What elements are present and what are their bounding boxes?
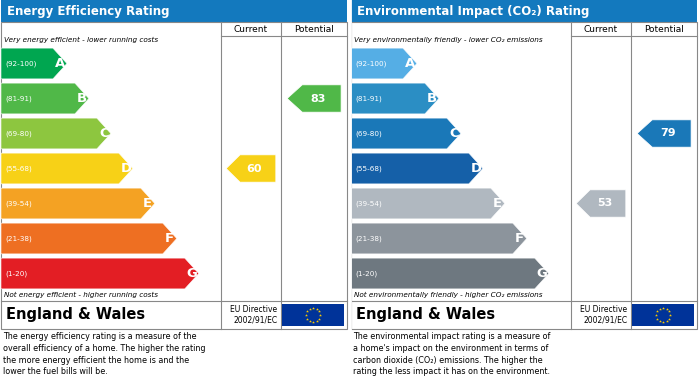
Text: (81-91): (81-91) (5, 95, 32, 102)
Text: (69-80): (69-80) (5, 130, 32, 137)
Text: England & Wales: England & Wales (6, 307, 145, 323)
Text: (39-54): (39-54) (5, 200, 32, 207)
Text: G: G (536, 267, 547, 280)
Polygon shape (1, 223, 177, 254)
Text: Not energy efficient - higher running costs: Not energy efficient - higher running co… (4, 292, 158, 298)
Text: Very environmentally friendly - lower CO₂ emissions: Very environmentally friendly - lower CO… (354, 37, 542, 43)
Text: (1-20): (1-20) (355, 270, 377, 277)
Polygon shape (1, 153, 133, 184)
Polygon shape (351, 48, 417, 79)
Text: D: D (470, 162, 482, 175)
Text: (81-91): (81-91) (355, 95, 382, 102)
Text: Not environmentally friendly - higher CO₂ emissions: Not environmentally friendly - higher CO… (354, 292, 542, 298)
Polygon shape (1, 258, 199, 289)
Text: England & Wales: England & Wales (356, 307, 495, 323)
Text: (55-68): (55-68) (355, 165, 382, 172)
Text: The environmental impact rating is a measure of
a home's impact on the environme: The environmental impact rating is a mea… (353, 332, 550, 377)
Text: (21-38): (21-38) (355, 235, 382, 242)
Bar (632, 304, 694, 326)
Text: 79: 79 (660, 129, 675, 138)
Polygon shape (351, 258, 549, 289)
Text: A: A (55, 57, 65, 70)
Text: 53: 53 (597, 199, 612, 208)
Bar (351, 22, 697, 329)
Text: (92-100): (92-100) (355, 60, 386, 67)
Text: Current: Current (234, 25, 268, 34)
Text: Very energy efficient - lower running costs: Very energy efficient - lower running co… (4, 37, 158, 43)
Polygon shape (637, 120, 691, 147)
Polygon shape (1, 118, 111, 149)
Text: Potential: Potential (294, 25, 334, 34)
Polygon shape (351, 118, 461, 149)
Polygon shape (1, 48, 67, 79)
Text: B: B (77, 92, 87, 105)
Polygon shape (351, 223, 527, 254)
Text: EU Directive
2002/91/EC: EU Directive 2002/91/EC (230, 305, 277, 325)
Text: F: F (515, 232, 524, 245)
Polygon shape (351, 153, 483, 184)
Text: Current: Current (584, 25, 618, 34)
Text: C: C (449, 127, 458, 140)
Text: (55-68): (55-68) (5, 165, 32, 172)
Bar (351, 0, 697, 22)
Text: (39-54): (39-54) (355, 200, 382, 207)
Bar (1, 0, 347, 22)
Polygon shape (1, 188, 155, 219)
Bar (1, 22, 347, 329)
Polygon shape (1, 83, 89, 114)
Text: (92-100): (92-100) (5, 60, 36, 67)
Text: 83: 83 (310, 93, 326, 104)
Text: D: D (120, 162, 132, 175)
Text: The energy efficiency rating is a measure of the
overall efficiency of a home. T: The energy efficiency rating is a measur… (3, 332, 206, 377)
Text: C: C (99, 127, 108, 140)
Text: Environmental Impact (CO₂) Rating: Environmental Impact (CO₂) Rating (357, 5, 589, 18)
Text: G: G (186, 267, 197, 280)
Text: (21-38): (21-38) (5, 235, 32, 242)
Polygon shape (351, 83, 439, 114)
Text: EU Directive
2002/91/EC: EU Directive 2002/91/EC (580, 305, 627, 325)
Text: A: A (405, 57, 415, 70)
Text: E: E (494, 197, 503, 210)
Text: 60: 60 (246, 163, 262, 174)
Polygon shape (576, 190, 626, 217)
Text: E: E (144, 197, 153, 210)
Polygon shape (226, 155, 276, 182)
Text: (1-20): (1-20) (5, 270, 27, 277)
Text: F: F (165, 232, 174, 245)
Polygon shape (351, 188, 505, 219)
Text: (69-80): (69-80) (355, 130, 382, 137)
Text: B: B (427, 92, 437, 105)
Text: Potential: Potential (644, 25, 684, 34)
Bar (282, 304, 344, 326)
Text: Energy Efficiency Rating: Energy Efficiency Rating (7, 5, 169, 18)
Polygon shape (287, 85, 341, 112)
